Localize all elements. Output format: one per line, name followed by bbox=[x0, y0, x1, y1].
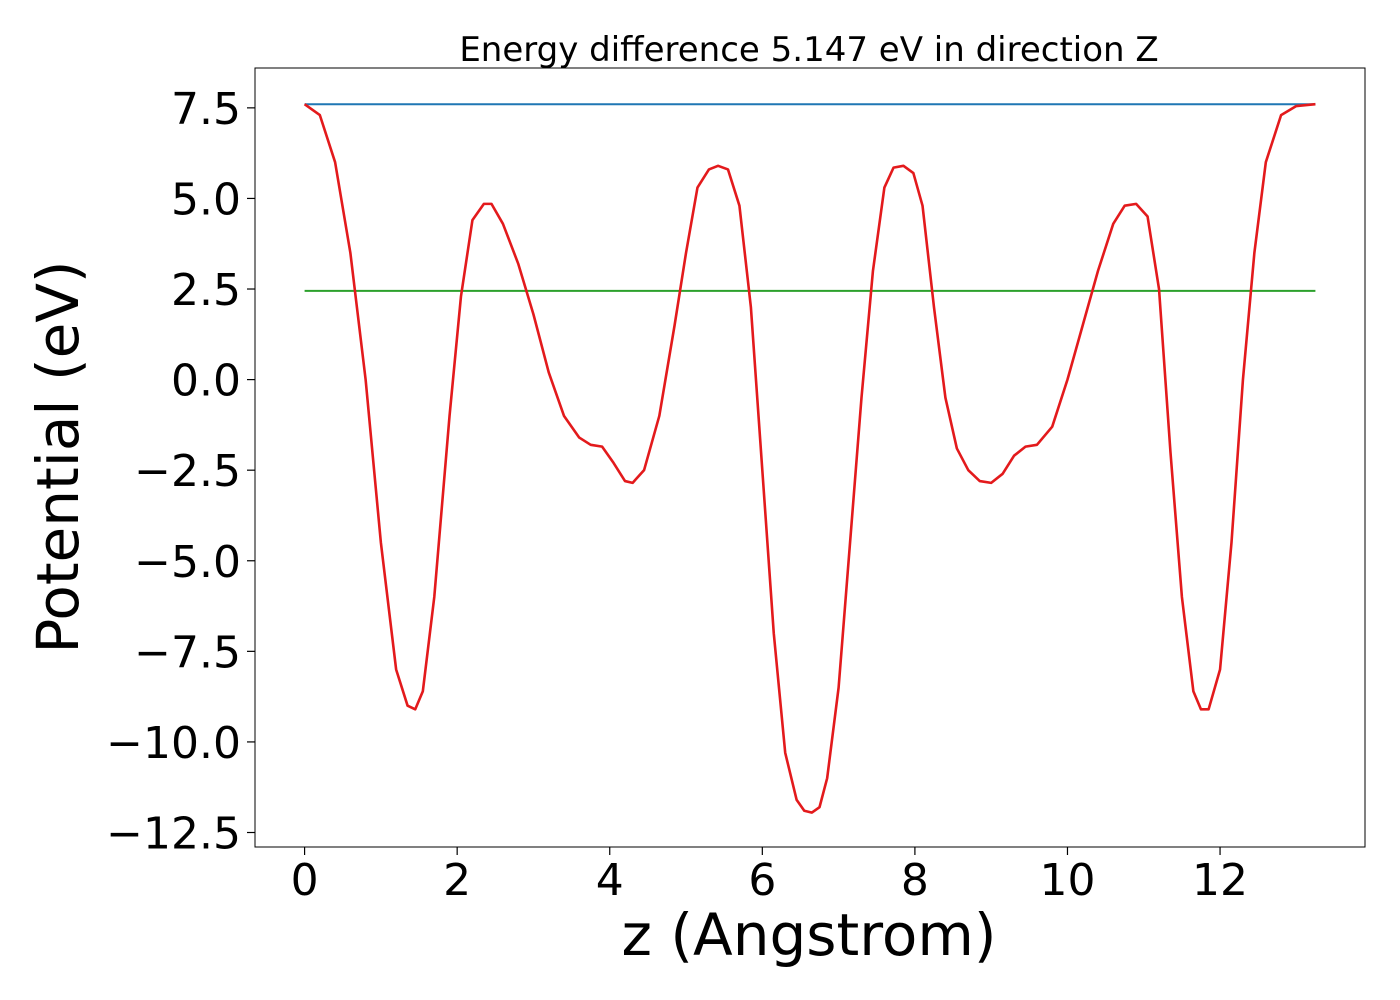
chart-title: Energy difference 5.147 eV in direction … bbox=[459, 30, 1158, 70]
y-tick-label: −5.0 bbox=[134, 537, 241, 588]
y-axis: 7.5 5.0 2.5 0.0 −2.5 −5.0 −7.5 −10.0 −12.5 bbox=[106, 84, 255, 860]
x-tick-label: 12 bbox=[1192, 855, 1248, 906]
series-line-3 bbox=[303, 102, 1316, 814]
y-tick-label: 7.5 bbox=[171, 84, 241, 135]
y-tick-label: −12.5 bbox=[106, 809, 241, 860]
x-tick-label: 2 bbox=[443, 855, 471, 906]
x-axis: 0 2 4 6 8 10 12 bbox=[291, 847, 1248, 906]
y-tick-label: −2.5 bbox=[134, 446, 241, 497]
x-tick-label: 0 bbox=[291, 855, 319, 906]
x-tick-label: 10 bbox=[1039, 855, 1095, 906]
y-tick-label: 5.0 bbox=[171, 174, 241, 225]
plot-area bbox=[303, 102, 1316, 814]
y-axis-title: Potential (eV) bbox=[24, 260, 92, 653]
y-tick-label: 0.0 bbox=[171, 356, 241, 407]
x-tick-label: 4 bbox=[596, 855, 624, 906]
plot-frame bbox=[254, 67, 1366, 848]
x-tick-label: 6 bbox=[748, 855, 776, 906]
y-tick-label: −10.0 bbox=[106, 718, 241, 769]
y-tick-label: 2.5 bbox=[171, 265, 241, 316]
x-axis-title: z (Angstrom) bbox=[622, 901, 997, 969]
x-tick-label: 8 bbox=[901, 855, 929, 906]
y-tick-label: −7.5 bbox=[134, 627, 241, 678]
